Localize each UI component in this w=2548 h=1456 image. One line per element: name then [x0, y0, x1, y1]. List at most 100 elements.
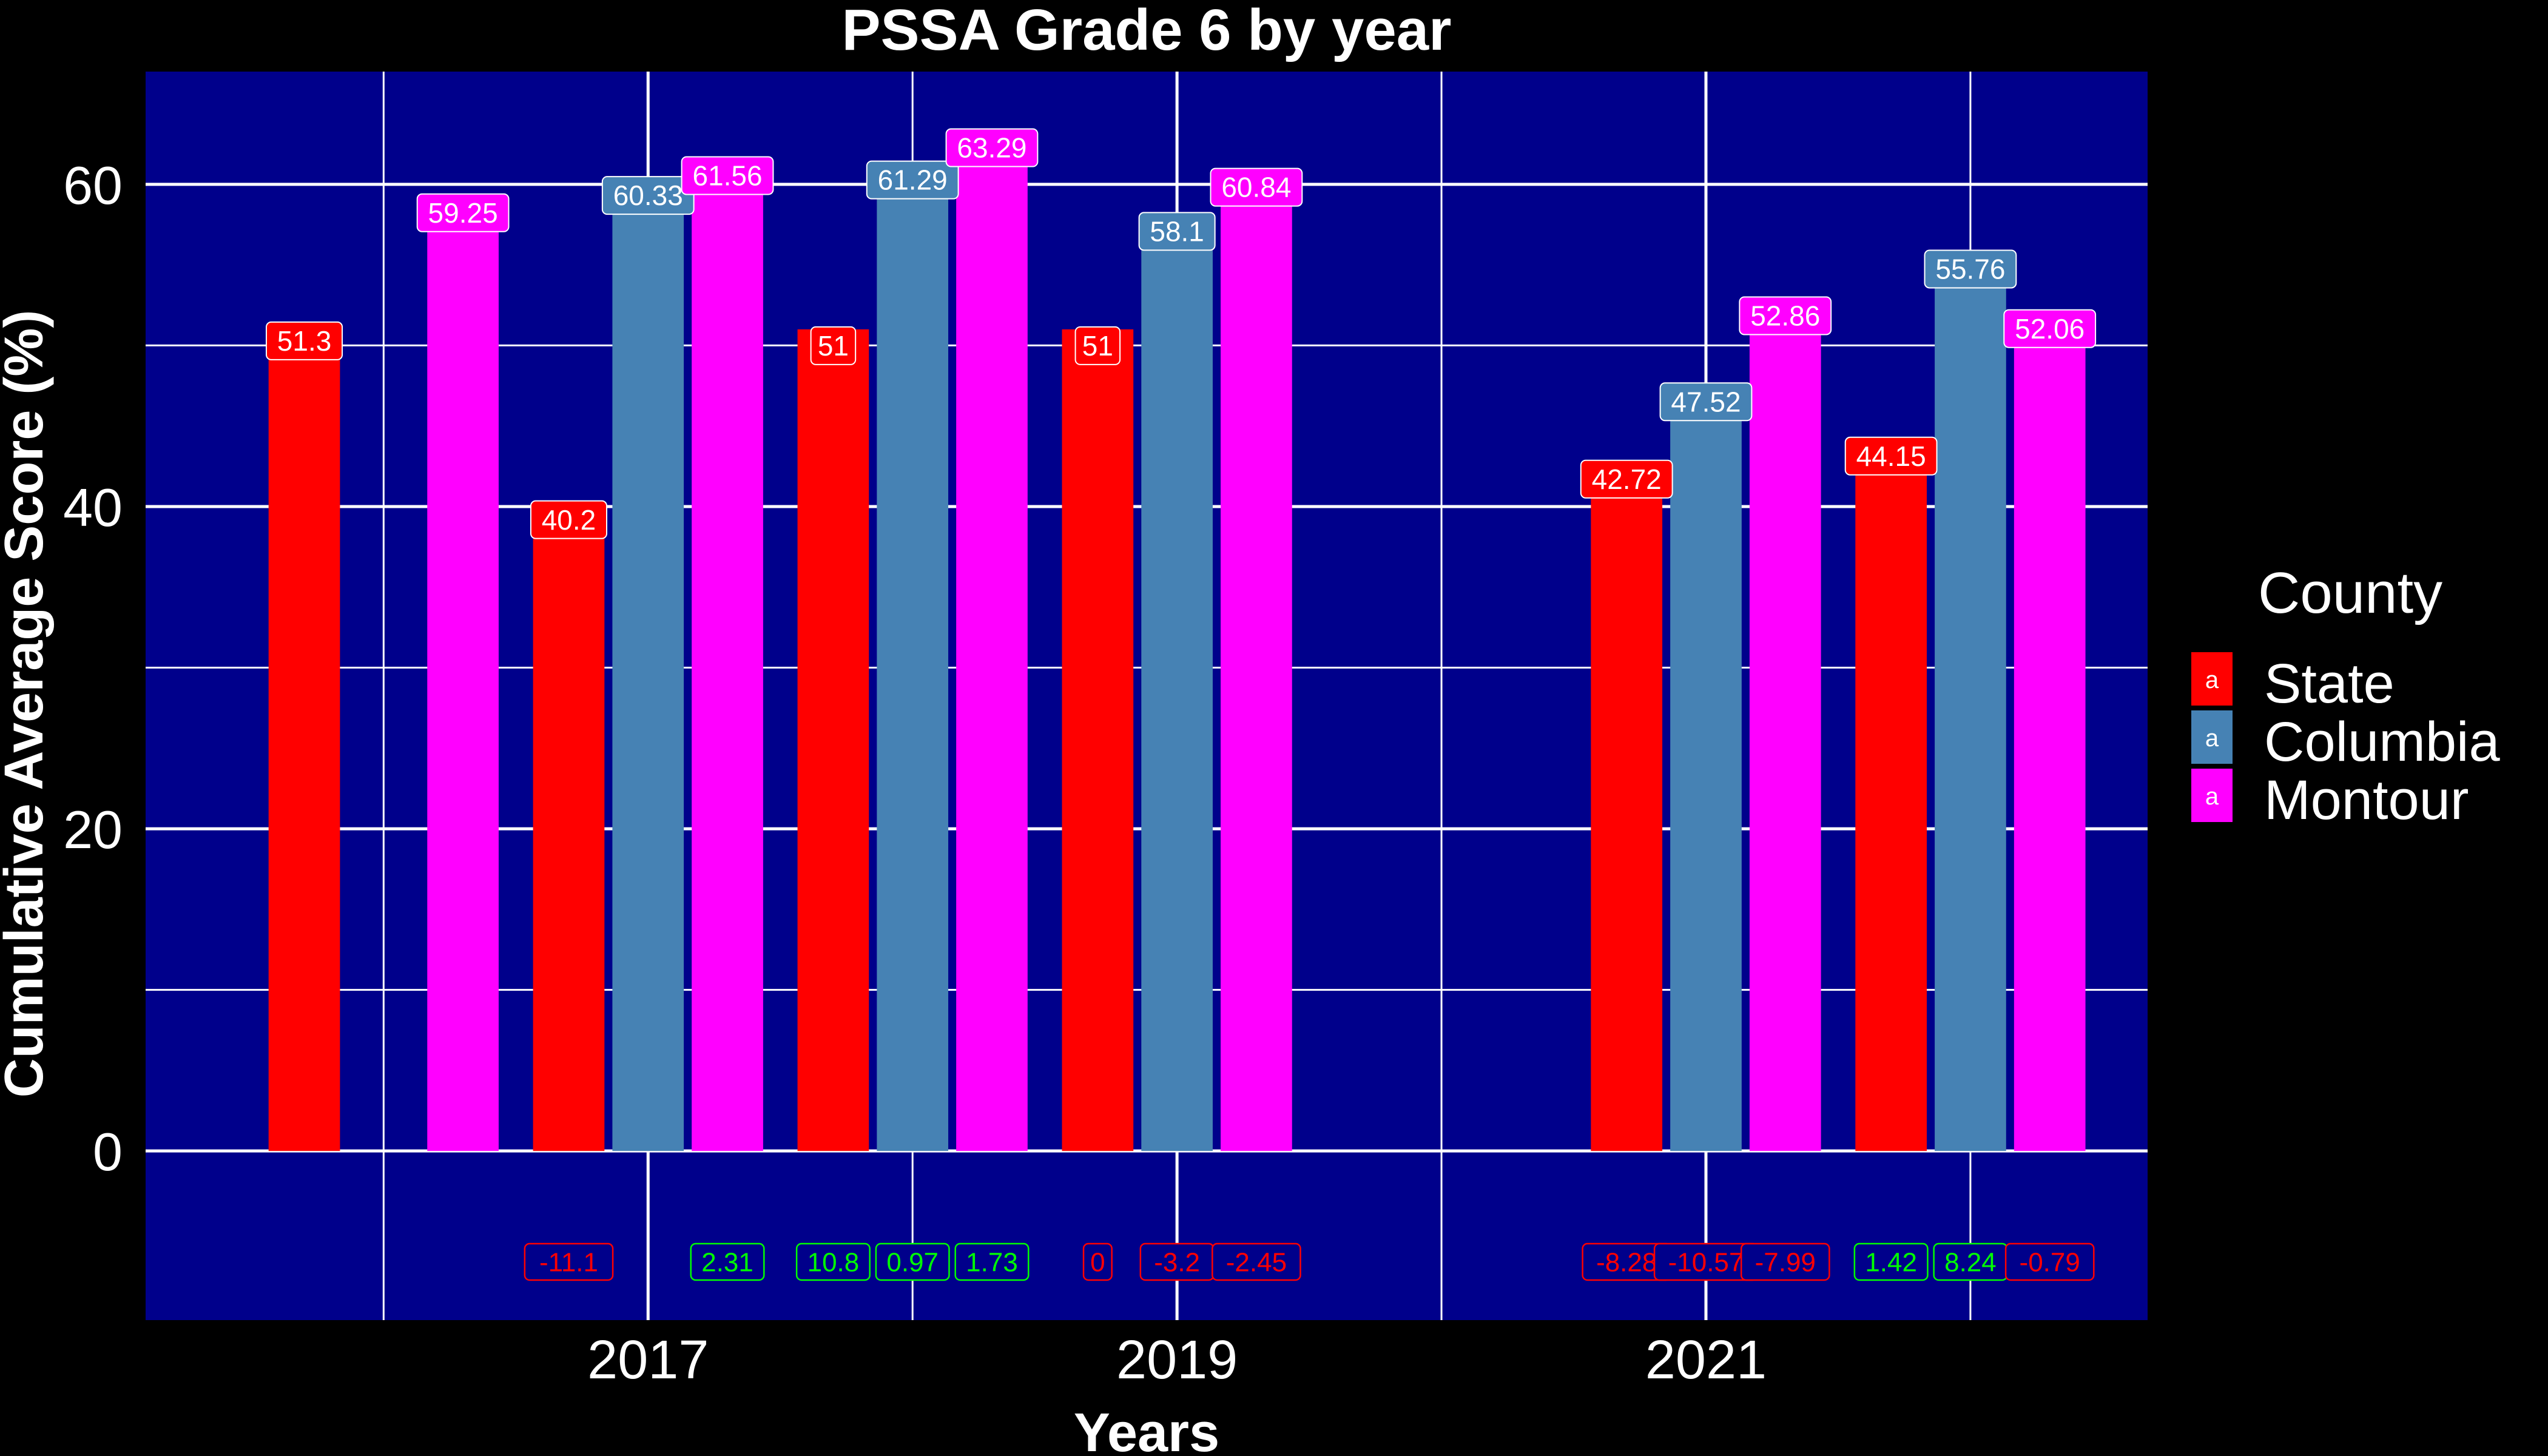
legend-key-state: [2191, 652, 2233, 706]
value-label-box: [530, 500, 608, 539]
change-label: 10.8: [807, 1247, 860, 1277]
y-tick-label: 0: [93, 1122, 123, 1182]
x-tick-label: 2017: [587, 1330, 709, 1390]
change-label: -10.57: [1668, 1247, 1744, 1277]
value-label-box: [266, 321, 343, 360]
legend-key-glyph-montour: a: [2205, 783, 2219, 810]
change-label: 1.42: [1865, 1247, 1917, 1277]
legend-title: County: [2258, 561, 2442, 625]
legend-key-columbia: [2191, 710, 2233, 764]
bar-montour-2021: [1749, 299, 1821, 1151]
value-label-box: [810, 326, 857, 365]
value-label: 44.15: [1856, 440, 1926, 472]
bars: [268, 131, 2086, 1151]
value-label-box: [1074, 326, 1121, 365]
change-label: 2.31: [701, 1247, 753, 1277]
bar-montour-2018: [956, 131, 1028, 1151]
change-label-box: [1082, 1242, 1113, 1281]
change-label: -0.79: [2020, 1247, 2080, 1277]
bar-columbia-2022: [1935, 252, 2006, 1151]
change-label-box: [1740, 1242, 1830, 1281]
value-label: 58.1: [1150, 215, 1204, 247]
value-label-box: [866, 160, 959, 200]
legend-key-glyph-state: a: [2205, 667, 2219, 693]
bar-state-2019: [1062, 329, 1134, 1151]
legend-item-state: a State: [2191, 652, 2395, 715]
legend-item-montour: a Montour: [2191, 769, 2469, 831]
value-label-box: [2003, 309, 2097, 348]
value-label: 63.29: [957, 132, 1026, 164]
change-label: -2.45: [1226, 1247, 1287, 1277]
bar-state-2022: [1855, 439, 1927, 1151]
change-label: 0: [1090, 1247, 1105, 1277]
legend-key-montour: [2191, 769, 2233, 822]
change-label-box: [524, 1242, 614, 1281]
change-label: 8.24: [1944, 1247, 1997, 1277]
value-label: 47.52: [1671, 386, 1741, 417]
change-label: 0.97: [886, 1247, 939, 1277]
value-label-box: [1210, 167, 1303, 207]
legend-label-state: State: [2264, 653, 2395, 715]
change-label-box: [2004, 1242, 2095, 1281]
value-label: 61.56: [692, 160, 762, 192]
bar-montour-2022: [2014, 312, 2086, 1151]
value-label: 42.72: [1592, 463, 1662, 495]
value-label: 55.76: [1935, 254, 2005, 285]
x-axis-title: Years: [1074, 1403, 1219, 1456]
value-label-box: [1844, 436, 1938, 476]
y-tick-label: 40: [63, 477, 123, 538]
change-label: -11.1: [539, 1247, 598, 1277]
value-label-box: [1659, 382, 1753, 422]
bar-montour-2016: [427, 196, 499, 1151]
change-label-box: [954, 1242, 1030, 1281]
value-label: 51: [818, 330, 849, 362]
legend-key-glyph-columbia: a: [2205, 725, 2219, 752]
bar-state-2017: [533, 503, 605, 1151]
change-label: -7.99: [1755, 1247, 1816, 1277]
value-label: 60.33: [613, 180, 683, 211]
change-label: 1.73: [966, 1247, 1018, 1277]
value-label: 51: [1082, 330, 1113, 362]
y-tick-label: 60: [63, 155, 123, 215]
y-axis-title: Cumulative Average Score (%): [0, 310, 55, 1098]
change-label-box: [1212, 1242, 1301, 1281]
value-label: 61.29: [878, 164, 948, 196]
bar-state-2016: [268, 324, 340, 1151]
bar-state-2021: [1591, 462, 1663, 1151]
value-label: 59.25: [428, 197, 498, 229]
legend-item-columbia: a Columbia: [2191, 710, 2500, 773]
value-label-box: [1924, 249, 2017, 289]
bar-state-2018: [797, 329, 869, 1151]
change-label-box: [875, 1242, 950, 1281]
change-label-box: [690, 1242, 765, 1281]
value-label-box: [1580, 459, 1673, 499]
bar-montour-2019: [1221, 170, 1292, 1151]
legend-label-montour: Montour: [2264, 769, 2469, 831]
value-label: 52.06: [2015, 313, 2085, 345]
legend: County a State a Columbia a Montour: [2191, 561, 2500, 831]
value-label-box: [1739, 296, 1832, 335]
legend-label-columbia: Columbia: [2264, 711, 2500, 773]
value-label-box: [681, 156, 774, 195]
bar-columbia-2018: [877, 163, 949, 1151]
axes: 0 20 40 60 2017 2019 2021: [63, 155, 1767, 1390]
value-label-box: [416, 193, 510, 232]
value-label-box: [1138, 212, 1216, 251]
change-label-box: [1853, 1242, 1929, 1281]
y-tick-label: 20: [63, 800, 123, 860]
bar-columbia-2019: [1141, 215, 1213, 1151]
value-label-box: [945, 128, 1039, 167]
value-label-box: [601, 176, 695, 215]
x-tick-label: 2019: [1116, 1330, 1238, 1390]
value-label: 40.2: [542, 504, 596, 536]
x-tick-label: 2021: [1645, 1330, 1767, 1390]
change-label: -3.2: [1154, 1247, 1200, 1277]
value-labels: 51.3 40.2 51 51 42.72 44.15 60.33 61.29 58.1 47.5…: [266, 128, 2097, 1281]
chart-title: PSSA Grade 6 by year: [842, 0, 1452, 62]
change-label-box: [795, 1242, 871, 1281]
bar-columbia-2017: [612, 179, 684, 1151]
change-label: -8.28: [1596, 1247, 1657, 1277]
bar-columbia-2021: [1670, 385, 1742, 1151]
value-label: 60.84: [1221, 172, 1291, 203]
value-label: 52.86: [1750, 300, 1820, 332]
